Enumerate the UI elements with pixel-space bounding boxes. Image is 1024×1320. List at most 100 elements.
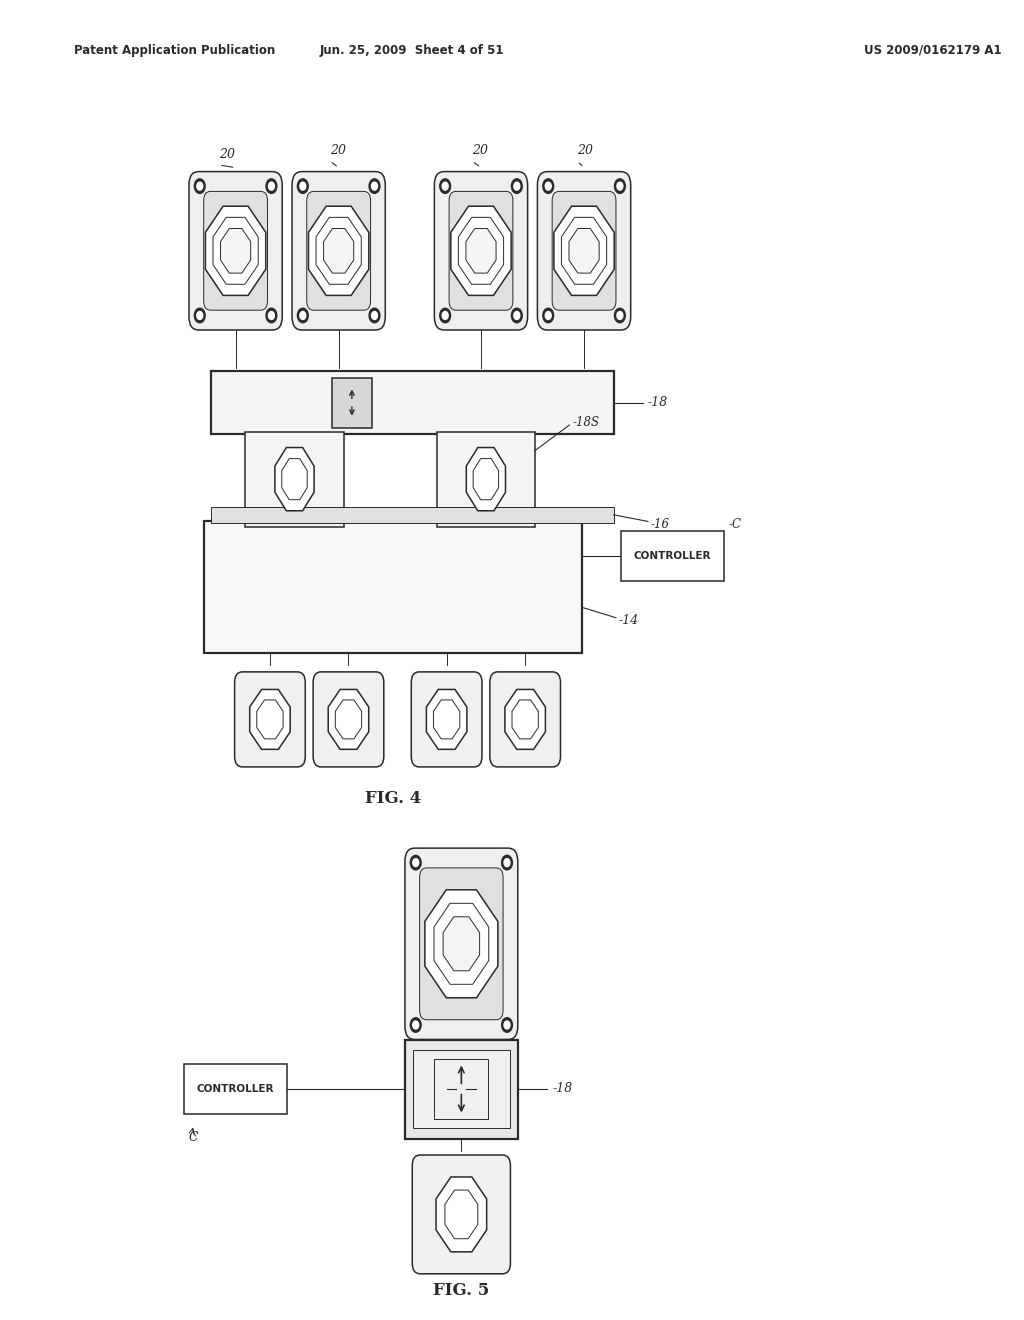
FancyBboxPatch shape [307, 191, 371, 310]
Polygon shape [425, 890, 498, 998]
Polygon shape [561, 218, 606, 284]
FancyBboxPatch shape [552, 191, 616, 310]
Polygon shape [257, 700, 283, 739]
Circle shape [543, 180, 554, 194]
Polygon shape [434, 903, 488, 985]
Polygon shape [505, 689, 546, 750]
Circle shape [413, 1020, 419, 1030]
Bar [211, 371, 613, 434]
Polygon shape [473, 458, 499, 500]
Polygon shape [444, 1191, 478, 1238]
Circle shape [614, 309, 626, 323]
Circle shape [543, 309, 554, 323]
Circle shape [300, 312, 306, 319]
Circle shape [439, 309, 451, 323]
FancyBboxPatch shape [489, 672, 560, 767]
Circle shape [268, 312, 274, 319]
Circle shape [195, 180, 205, 194]
Circle shape [545, 312, 551, 319]
Polygon shape [569, 228, 599, 273]
FancyBboxPatch shape [434, 172, 527, 330]
Circle shape [616, 182, 623, 190]
FancyBboxPatch shape [412, 672, 482, 767]
Polygon shape [250, 689, 290, 750]
FancyBboxPatch shape [313, 672, 384, 767]
Text: -14: -14 [618, 614, 639, 627]
Circle shape [511, 309, 522, 323]
Circle shape [297, 309, 308, 323]
Polygon shape [433, 700, 460, 739]
Polygon shape [554, 206, 614, 296]
Text: -16: -16 [651, 517, 670, 531]
FancyBboxPatch shape [204, 191, 267, 310]
Circle shape [300, 182, 306, 190]
Polygon shape [206, 206, 266, 296]
Polygon shape [213, 218, 258, 284]
Text: -18: -18 [552, 1082, 572, 1096]
Text: CONTROLLER: CONTROLLER [634, 550, 711, 561]
Circle shape [297, 180, 308, 194]
Polygon shape [466, 447, 506, 511]
FancyBboxPatch shape [292, 172, 385, 330]
Polygon shape [443, 917, 479, 970]
Circle shape [411, 1018, 421, 1032]
Circle shape [413, 858, 419, 867]
Bar [332, 378, 372, 428]
Polygon shape [316, 218, 361, 284]
Polygon shape [459, 218, 504, 284]
Text: FIG. 5: FIG. 5 [433, 1283, 489, 1299]
Bar [413, 1051, 510, 1127]
Polygon shape [282, 458, 307, 500]
Circle shape [511, 180, 522, 194]
Circle shape [616, 312, 623, 319]
Circle shape [372, 312, 378, 319]
Circle shape [502, 855, 512, 870]
Circle shape [195, 309, 205, 323]
Bar [211, 507, 613, 523]
Text: Patent Application Publication: Patent Application Publication [74, 44, 274, 57]
Polygon shape [426, 689, 467, 750]
Bar [434, 1059, 488, 1119]
Text: C: C [189, 1131, 199, 1144]
Text: 20: 20 [219, 148, 234, 161]
Circle shape [372, 182, 378, 190]
Bar [404, 1040, 518, 1138]
Circle shape [369, 309, 380, 323]
Text: 20: 20 [578, 144, 593, 157]
Circle shape [266, 309, 276, 323]
Text: -18S: -18S [572, 416, 599, 429]
Circle shape [504, 1020, 510, 1030]
Polygon shape [220, 228, 251, 273]
Text: -18: -18 [648, 396, 668, 409]
FancyBboxPatch shape [538, 172, 631, 330]
Polygon shape [451, 206, 511, 296]
Circle shape [514, 182, 520, 190]
Bar [246, 432, 344, 527]
Circle shape [411, 855, 421, 870]
Polygon shape [335, 700, 361, 739]
FancyBboxPatch shape [189, 172, 283, 330]
Polygon shape [512, 700, 539, 739]
Text: 20: 20 [330, 144, 346, 157]
Polygon shape [308, 206, 369, 296]
Text: CONTROLLER: CONTROLLER [197, 1084, 274, 1094]
Bar [621, 531, 724, 581]
Bar [184, 1064, 287, 1114]
Polygon shape [436, 1177, 486, 1251]
Circle shape [442, 312, 449, 319]
FancyBboxPatch shape [420, 869, 503, 1020]
Circle shape [266, 180, 276, 194]
FancyBboxPatch shape [450, 191, 513, 310]
Text: 20: 20 [472, 144, 488, 157]
Text: US 2009/0162179 A1: US 2009/0162179 A1 [864, 44, 1001, 57]
FancyBboxPatch shape [413, 1155, 510, 1274]
Circle shape [197, 182, 203, 190]
Text: -C: -C [729, 517, 741, 531]
Circle shape [268, 182, 274, 190]
FancyBboxPatch shape [234, 672, 305, 767]
Circle shape [197, 312, 203, 319]
Polygon shape [466, 228, 496, 273]
Circle shape [442, 182, 449, 190]
FancyBboxPatch shape [404, 849, 518, 1040]
Polygon shape [329, 689, 369, 750]
